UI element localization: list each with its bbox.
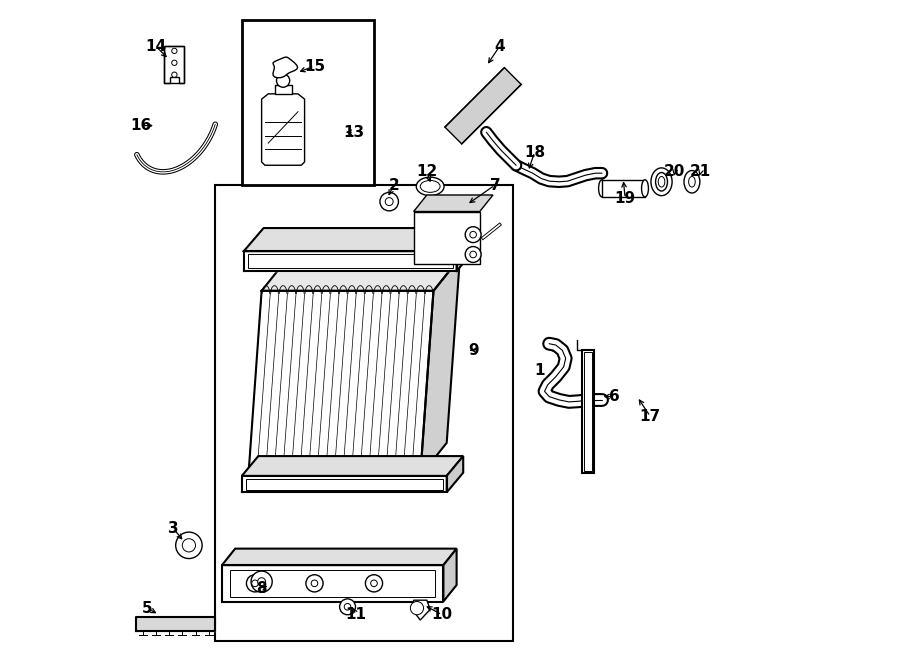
Text: 11: 11 xyxy=(346,607,366,622)
Circle shape xyxy=(371,580,377,587)
Polygon shape xyxy=(262,94,304,165)
Circle shape xyxy=(257,578,266,586)
Circle shape xyxy=(465,247,482,262)
Text: 6: 6 xyxy=(608,389,619,404)
Ellipse shape xyxy=(642,180,648,197)
Text: 10: 10 xyxy=(431,607,453,622)
Circle shape xyxy=(344,603,351,610)
Circle shape xyxy=(339,599,356,615)
Bar xyxy=(242,20,374,185)
Bar xyxy=(165,46,184,83)
Circle shape xyxy=(176,532,202,559)
Circle shape xyxy=(470,231,476,238)
Polygon shape xyxy=(420,258,460,476)
Bar xyxy=(246,479,443,490)
Polygon shape xyxy=(273,57,298,78)
Text: 8: 8 xyxy=(256,581,267,596)
Polygon shape xyxy=(136,617,215,631)
Circle shape xyxy=(311,580,318,587)
Circle shape xyxy=(470,251,476,258)
Polygon shape xyxy=(445,67,521,144)
Polygon shape xyxy=(222,549,456,565)
Ellipse shape xyxy=(688,176,695,187)
Text: 16: 16 xyxy=(130,118,152,133)
Text: 4: 4 xyxy=(494,39,505,54)
Bar xyxy=(582,350,594,473)
Polygon shape xyxy=(244,228,476,251)
Polygon shape xyxy=(456,228,476,271)
Polygon shape xyxy=(244,251,456,271)
Bar xyxy=(230,570,436,597)
Circle shape xyxy=(252,580,258,587)
Circle shape xyxy=(410,602,424,615)
Circle shape xyxy=(365,574,382,592)
Text: 20: 20 xyxy=(664,165,686,179)
Ellipse shape xyxy=(658,176,665,187)
Bar xyxy=(215,185,513,641)
Polygon shape xyxy=(165,46,184,83)
Text: 14: 14 xyxy=(145,39,166,54)
Polygon shape xyxy=(414,600,430,620)
Text: 5: 5 xyxy=(142,601,153,615)
Polygon shape xyxy=(602,180,645,197)
Circle shape xyxy=(385,198,393,206)
Text: 18: 18 xyxy=(524,145,545,159)
Polygon shape xyxy=(242,476,446,492)
Bar xyxy=(248,254,453,268)
Ellipse shape xyxy=(651,168,672,196)
Polygon shape xyxy=(414,195,493,212)
Text: 13: 13 xyxy=(344,125,364,139)
Ellipse shape xyxy=(684,171,700,193)
Ellipse shape xyxy=(417,177,444,196)
Circle shape xyxy=(251,571,272,592)
Circle shape xyxy=(172,60,177,65)
Text: 21: 21 xyxy=(690,165,711,179)
Text: 19: 19 xyxy=(615,191,635,206)
Circle shape xyxy=(183,539,195,552)
Ellipse shape xyxy=(598,180,606,197)
Circle shape xyxy=(465,227,482,243)
Text: 17: 17 xyxy=(640,409,661,424)
Polygon shape xyxy=(262,258,460,291)
Ellipse shape xyxy=(655,173,668,191)
Text: 3: 3 xyxy=(168,522,179,536)
Polygon shape xyxy=(242,456,464,476)
Bar xyxy=(584,352,592,471)
Circle shape xyxy=(276,74,290,87)
Circle shape xyxy=(380,192,399,211)
Polygon shape xyxy=(444,549,456,602)
Text: 9: 9 xyxy=(469,343,479,358)
Text: 2: 2 xyxy=(389,178,400,192)
Text: 7: 7 xyxy=(490,178,500,192)
Polygon shape xyxy=(222,565,444,602)
Polygon shape xyxy=(414,212,480,264)
Polygon shape xyxy=(274,85,292,94)
Circle shape xyxy=(247,574,264,592)
Polygon shape xyxy=(446,456,464,492)
Text: 15: 15 xyxy=(304,59,325,73)
Circle shape xyxy=(172,48,177,54)
Ellipse shape xyxy=(420,180,440,192)
Text: 12: 12 xyxy=(416,165,437,179)
Text: 1: 1 xyxy=(534,363,544,377)
Circle shape xyxy=(172,72,177,77)
Polygon shape xyxy=(248,291,434,476)
Circle shape xyxy=(306,574,323,592)
